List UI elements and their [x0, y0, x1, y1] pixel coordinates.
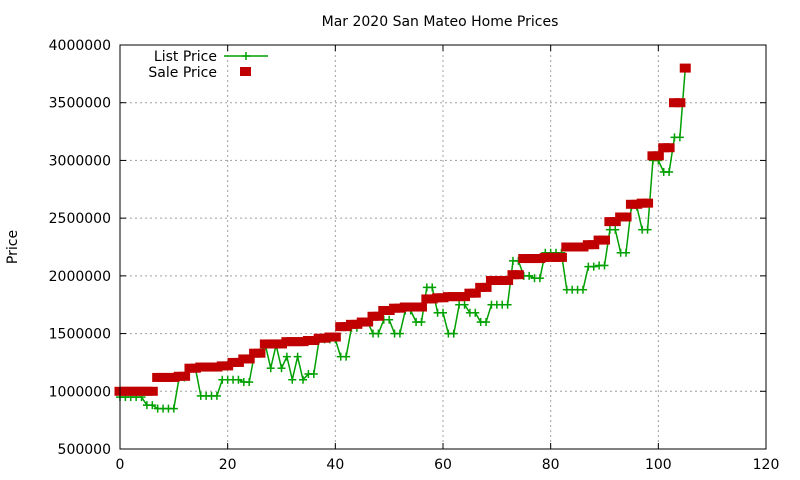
sale-price-point: [555, 252, 567, 262]
legend: List Price Sale Price: [148, 49, 268, 81]
sale-price-point: [480, 282, 492, 292]
legend-label-sale-price: Sale Price: [148, 65, 217, 81]
sale-price-point: [609, 217, 621, 227]
y-tick-label: 1000000: [49, 384, 111, 400]
sale-price-point: [254, 348, 266, 358]
legend-list-marker: [242, 52, 250, 60]
y-tick-label: 500000: [58, 442, 111, 458]
list-price-point: [525, 271, 534, 280]
x-tick-label: 60: [434, 457, 452, 473]
list-price-point: [578, 285, 587, 294]
y-tick-label: 2500000: [49, 211, 111, 227]
axis-ticks: 0 20 40 60 80 100 120 500000 1000000 1500000 20000…: [49, 38, 780, 473]
sale-price-point: [674, 98, 686, 108]
x-tick-label: 20: [219, 457, 237, 473]
x-tick-label: 80: [542, 457, 560, 473]
sale-price-point: [469, 288, 481, 298]
legend-label-list-price: List Price: [154, 49, 217, 65]
sale-price-point: [588, 240, 600, 250]
y-tick-label: 1500000: [49, 327, 111, 343]
x-tick-label: 40: [326, 457, 344, 473]
sale-price-point: [679, 63, 691, 73]
list-price-point: [600, 261, 609, 270]
list-price-point: [385, 315, 394, 324]
list-price-point: [374, 329, 383, 338]
list-price-point: [417, 318, 426, 327]
list-price-point: [293, 352, 302, 361]
sale-price-point: [599, 235, 610, 245]
plot-frame: [119, 44, 767, 450]
list-price-point: [439, 308, 447, 317]
y-tick-label: 3500000: [49, 96, 111, 112]
y-tick-label: 2000000: [49, 269, 111, 285]
list-price-point: [309, 369, 318, 378]
list-price-point: [428, 283, 437, 292]
list-price-point: [395, 329, 404, 338]
list-price-point: [535, 274, 544, 283]
x-tick-label: 100: [645, 457, 672, 473]
list-price-point: [282, 352, 291, 361]
sale-price-point: [243, 354, 255, 364]
sale-price-point: [642, 198, 654, 208]
list-price-point: [449, 329, 458, 338]
legend-sale-marker: [240, 67, 251, 76]
x-tick-label: 120: [753, 457, 780, 473]
sale-price-series: [114, 63, 691, 396]
y-axis-label: Price: [5, 230, 21, 264]
list-price-point: [148, 401, 157, 410]
list-price-point: [169, 404, 178, 413]
x-tick-label: 0: [116, 457, 125, 473]
sale-price-point: [146, 386, 158, 396]
chart-title: Mar 2020 San Mateo Home Prices: [322, 14, 559, 30]
list-price-point: [503, 300, 512, 309]
list-price-point: [277, 364, 286, 373]
sale-price-point: [329, 332, 341, 342]
list-price-point: [611, 225, 620, 234]
sale-price-point: [179, 371, 191, 381]
list-price-point: [299, 375, 308, 384]
y-tick-label: 3000000: [49, 153, 111, 169]
list-price-point: [665, 167, 674, 176]
list-price-point: [589, 262, 598, 271]
list-price-point: [622, 248, 631, 257]
sale-price-point: [502, 275, 514, 285]
list-price-point: [460, 300, 469, 309]
sale-price-point: [372, 311, 384, 321]
list-price-point: [266, 364, 275, 373]
sale-price-point: [415, 302, 427, 312]
list-price-point: [342, 352, 351, 361]
sale-price-point: [663, 143, 675, 153]
sale-price-point: [362, 317, 374, 327]
sale-price-point: [620, 212, 632, 222]
list-price-point: [643, 225, 652, 234]
list-price-point: [212, 391, 221, 400]
list-price-point: [234, 375, 243, 384]
list-price-point: [482, 318, 491, 327]
sale-price-point: [652, 151, 664, 161]
list-price-point: [675, 133, 684, 142]
list-price-point: [245, 378, 254, 387]
list-price-point: [471, 308, 480, 317]
sale-price-point: [512, 270, 524, 280]
legend-sample-sale-price: [240, 67, 251, 76]
list-price-point: [288, 375, 297, 384]
y-tick-label: 4000000: [49, 38, 111, 54]
legend-sample-list-price: [224, 52, 268, 60]
